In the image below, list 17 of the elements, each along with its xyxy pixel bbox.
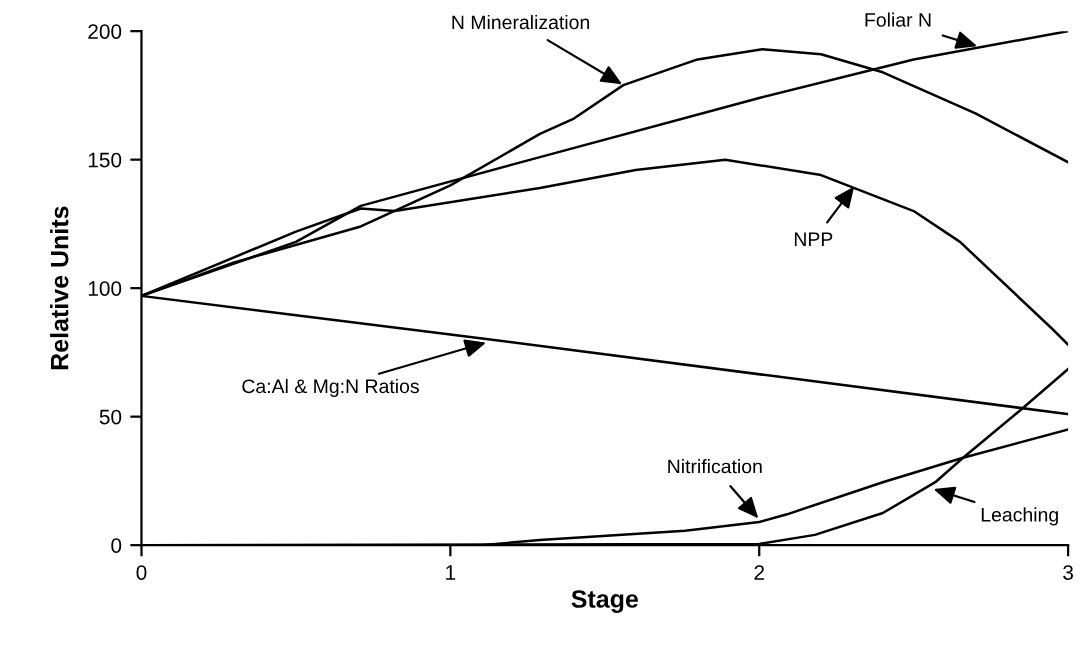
annotation: Foliar N: [865, 12, 931, 27]
annotation: Leaching: [981, 507, 1058, 526]
x-tick-label: 0: [136, 565, 147, 580]
y-tick-label: 200: [88, 24, 122, 39]
x-tick-label: 1: [446, 565, 456, 580]
y-tick-label: 0: [111, 538, 122, 553]
annotation: NPP: [794, 232, 833, 246]
y-tick-label: 50: [99, 409, 122, 425]
annotation: N Mineralization: [452, 14, 589, 30]
y-axis-title: Relative Units: [50, 206, 69, 370]
x-axis-title: Stage: [571, 590, 638, 613]
y-tick-label: 150: [88, 152, 122, 168]
annotation: Nitrification: [668, 459, 762, 474]
x-tick-label: 2: [754, 565, 764, 580]
x-tick-label: 3: [1063, 565, 1073, 580]
y-tick-label: 100: [88, 281, 122, 296]
annotation: Ca:Al & Mg:N Ratios: [242, 378, 419, 398]
